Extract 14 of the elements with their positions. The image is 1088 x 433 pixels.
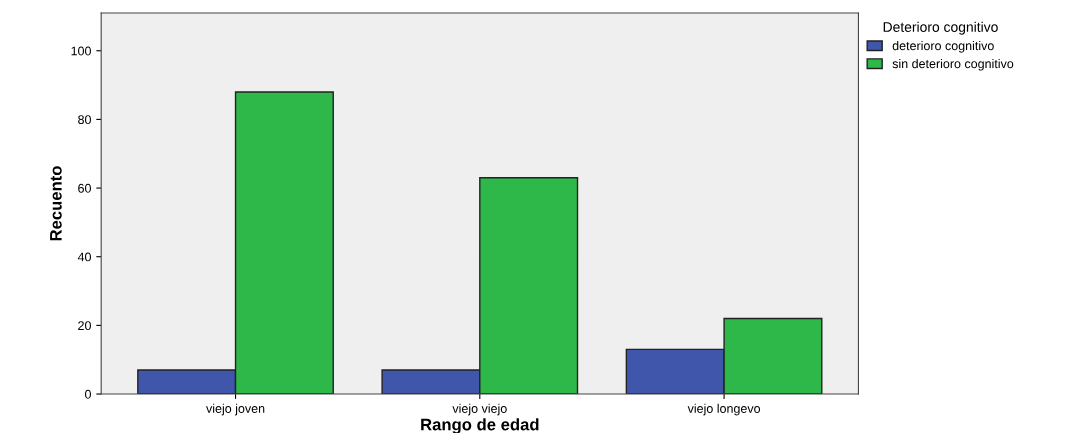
y-tick-label: 80 [78,115,91,125]
y-tick-label: 100 [71,46,91,56]
legend-label: deterioro cognitivo [892,41,994,53]
y-axis-title: Recuento [50,166,62,241]
y-tick-label: 0 [85,389,91,399]
legend-title: Deterioro cognitivo [883,21,998,35]
y-tick-label: 60 [78,183,91,193]
y-tick-label: 40 [77,252,91,262]
y-tick-label: 20 [78,321,91,331]
x-axis-title: Rango de edad [421,418,539,433]
x-tick-label: viejo viejo [452,403,507,416]
x-tick-label: viejo longevo [687,403,761,416]
x-tick-label: viejo joven [206,403,265,416]
legend-label: sin deterioro cognitivo [892,58,1014,71]
